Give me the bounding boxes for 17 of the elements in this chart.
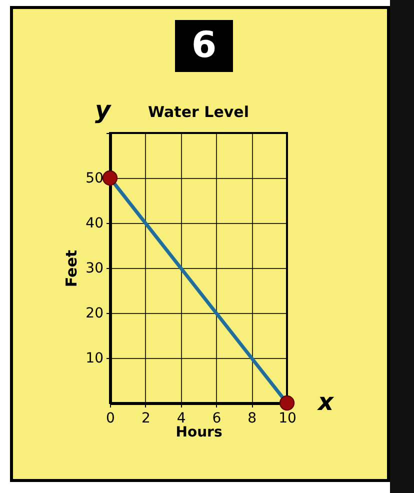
x-tick-label: 8 [248, 410, 257, 426]
x-tick-label: 10 [278, 410, 296, 426]
text: 6 [175, 20, 233, 72]
x-axis-title: Hours [176, 424, 222, 440]
y-tick-label: 20 [86, 306, 104, 322]
x-tick-label: 6 [212, 410, 222, 426]
y-tick-label: 50 [86, 170, 104, 186]
x-tick-label: 0 [106, 410, 115, 426]
text: y [95, 96, 111, 124]
x-tick-label: 2 [141, 410, 150, 426]
y-tick-label: 30 [86, 260, 104, 276]
text: x [318, 388, 334, 416]
y-tick-label: 40 [86, 216, 104, 232]
y-tick-label: 10 [86, 350, 104, 366]
x-tick-label: 4 [176, 410, 186, 426]
chart-title: Water Level [148, 103, 249, 121]
y-axis-title: Feet [62, 250, 81, 288]
